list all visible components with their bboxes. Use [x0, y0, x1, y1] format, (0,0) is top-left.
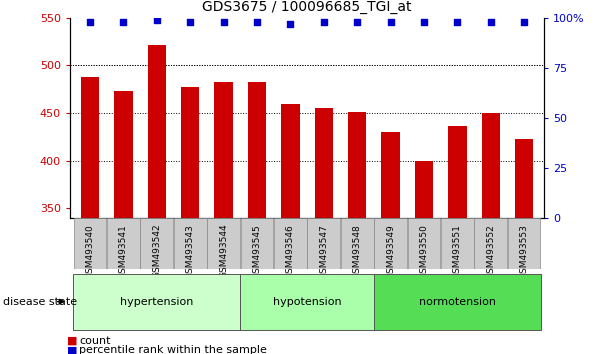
Point [486, 19, 496, 24]
Point [419, 19, 429, 24]
FancyBboxPatch shape [374, 274, 541, 330]
Text: GSM493540: GSM493540 [86, 224, 94, 279]
Bar [348, 112, 367, 218]
Point [85, 19, 95, 24]
Title: GDS3675 / 100096685_TGI_at: GDS3675 / 100096685_TGI_at [202, 0, 412, 14]
Text: normotension: normotension [419, 297, 496, 307]
FancyBboxPatch shape [474, 218, 507, 269]
Text: GSM493551: GSM493551 [453, 224, 462, 279]
Text: count: count [79, 336, 111, 346]
FancyBboxPatch shape [140, 218, 173, 269]
Text: GSM493552: GSM493552 [486, 224, 496, 279]
Text: disease state: disease state [3, 297, 77, 307]
Text: GSM493550: GSM493550 [420, 224, 429, 279]
Bar [148, 45, 166, 218]
FancyBboxPatch shape [308, 218, 340, 269]
Point [319, 19, 328, 24]
Point [185, 19, 195, 24]
Text: hypotension: hypotension [273, 297, 341, 307]
Text: GSM493542: GSM493542 [152, 224, 161, 279]
FancyBboxPatch shape [207, 218, 240, 269]
Point [119, 19, 128, 24]
Bar [314, 108, 333, 218]
FancyBboxPatch shape [274, 218, 306, 269]
Point [352, 19, 362, 24]
Bar [81, 77, 99, 218]
Bar [181, 87, 199, 218]
Text: GSM493549: GSM493549 [386, 224, 395, 279]
Text: GSM493543: GSM493543 [185, 224, 195, 279]
Point [252, 19, 262, 24]
FancyBboxPatch shape [340, 218, 373, 269]
Point [219, 19, 229, 24]
Text: GSM493545: GSM493545 [252, 224, 261, 279]
FancyBboxPatch shape [241, 218, 274, 269]
Bar [381, 132, 399, 218]
FancyBboxPatch shape [374, 218, 407, 269]
Point [286, 21, 295, 27]
Bar [215, 82, 233, 218]
Text: GSM493544: GSM493544 [219, 224, 228, 279]
Point [452, 19, 462, 24]
Text: GSM493553: GSM493553 [520, 224, 528, 279]
Bar [515, 139, 533, 218]
FancyBboxPatch shape [508, 218, 541, 269]
Bar [448, 126, 466, 218]
FancyBboxPatch shape [240, 274, 374, 330]
Bar [248, 82, 266, 218]
FancyBboxPatch shape [73, 274, 240, 330]
Bar [415, 161, 433, 218]
Point [152, 17, 162, 23]
Text: hypertension: hypertension [120, 297, 193, 307]
FancyBboxPatch shape [74, 218, 106, 269]
Text: ■: ■ [67, 346, 77, 354]
Text: GSM493548: GSM493548 [353, 224, 362, 279]
FancyBboxPatch shape [174, 218, 207, 269]
Point [519, 19, 529, 24]
Text: percentile rank within the sample: percentile rank within the sample [79, 346, 267, 354]
Text: GSM493546: GSM493546 [286, 224, 295, 279]
Text: GSM493547: GSM493547 [319, 224, 328, 279]
FancyBboxPatch shape [107, 218, 140, 269]
Point [385, 19, 395, 24]
Bar [114, 91, 133, 218]
Text: GSM493541: GSM493541 [119, 224, 128, 279]
FancyBboxPatch shape [407, 218, 440, 269]
Text: ■: ■ [67, 336, 77, 346]
Bar [281, 104, 300, 218]
Bar [482, 113, 500, 218]
FancyBboxPatch shape [441, 218, 474, 269]
